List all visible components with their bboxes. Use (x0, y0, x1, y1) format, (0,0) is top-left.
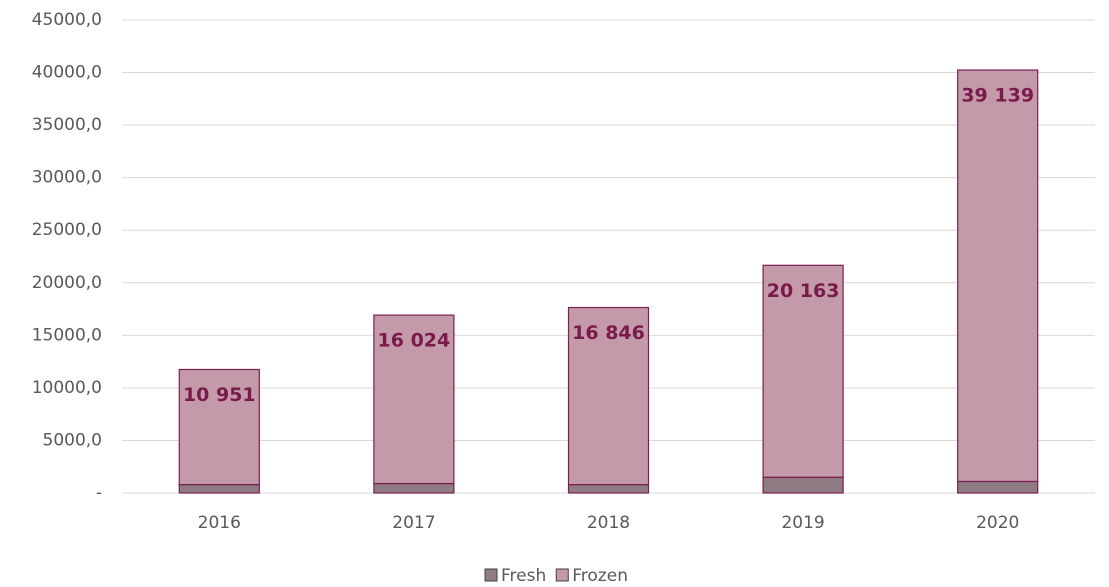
x-tick-label: 2018 (587, 513, 630, 533)
bar-segment (957, 69, 1039, 483)
legend-label: Frozen (572, 566, 628, 586)
bar-segment (178, 368, 260, 486)
y-tick-label: 10000,0 (32, 378, 102, 398)
legend-swatch (484, 568, 498, 582)
legend-label: Fresh (501, 566, 546, 586)
value-label: 39 139 (961, 85, 1034, 107)
y-tick-label: - (96, 483, 102, 503)
value-label: 16 024 (378, 330, 451, 352)
y-tick-label: 35000,0 (32, 115, 102, 135)
x-tick-label: 2017 (392, 513, 435, 533)
bar-segment (373, 314, 455, 485)
y-tick-label: 5000,0 (43, 430, 102, 450)
legend-swatch (555, 568, 569, 582)
value-label: 16 846 (572, 322, 645, 344)
bar-segment (178, 483, 260, 494)
y-tick-label: 20000,0 (32, 273, 102, 293)
bar-segment (957, 480, 1039, 494)
bar-segment (567, 483, 650, 494)
bar-segment (567, 306, 650, 486)
x-tick-label: 2016 (198, 513, 241, 533)
x-tick-label: 2020 (976, 513, 1019, 533)
y-tick-label: 40000,0 (32, 63, 102, 83)
bar-segment (762, 476, 844, 494)
bar-segment (762, 264, 844, 478)
value-label: 10 951 (183, 384, 256, 406)
bar-segment (373, 482, 455, 494)
value-label: 20 163 (767, 280, 840, 302)
y-tick-label: 25000,0 (32, 220, 102, 240)
x-tick-label: 2019 (781, 513, 824, 533)
y-tick-label: 15000,0 (32, 325, 102, 345)
y-tick-label: 45000,0 (32, 10, 102, 30)
y-tick-label: 30000,0 (32, 168, 102, 188)
